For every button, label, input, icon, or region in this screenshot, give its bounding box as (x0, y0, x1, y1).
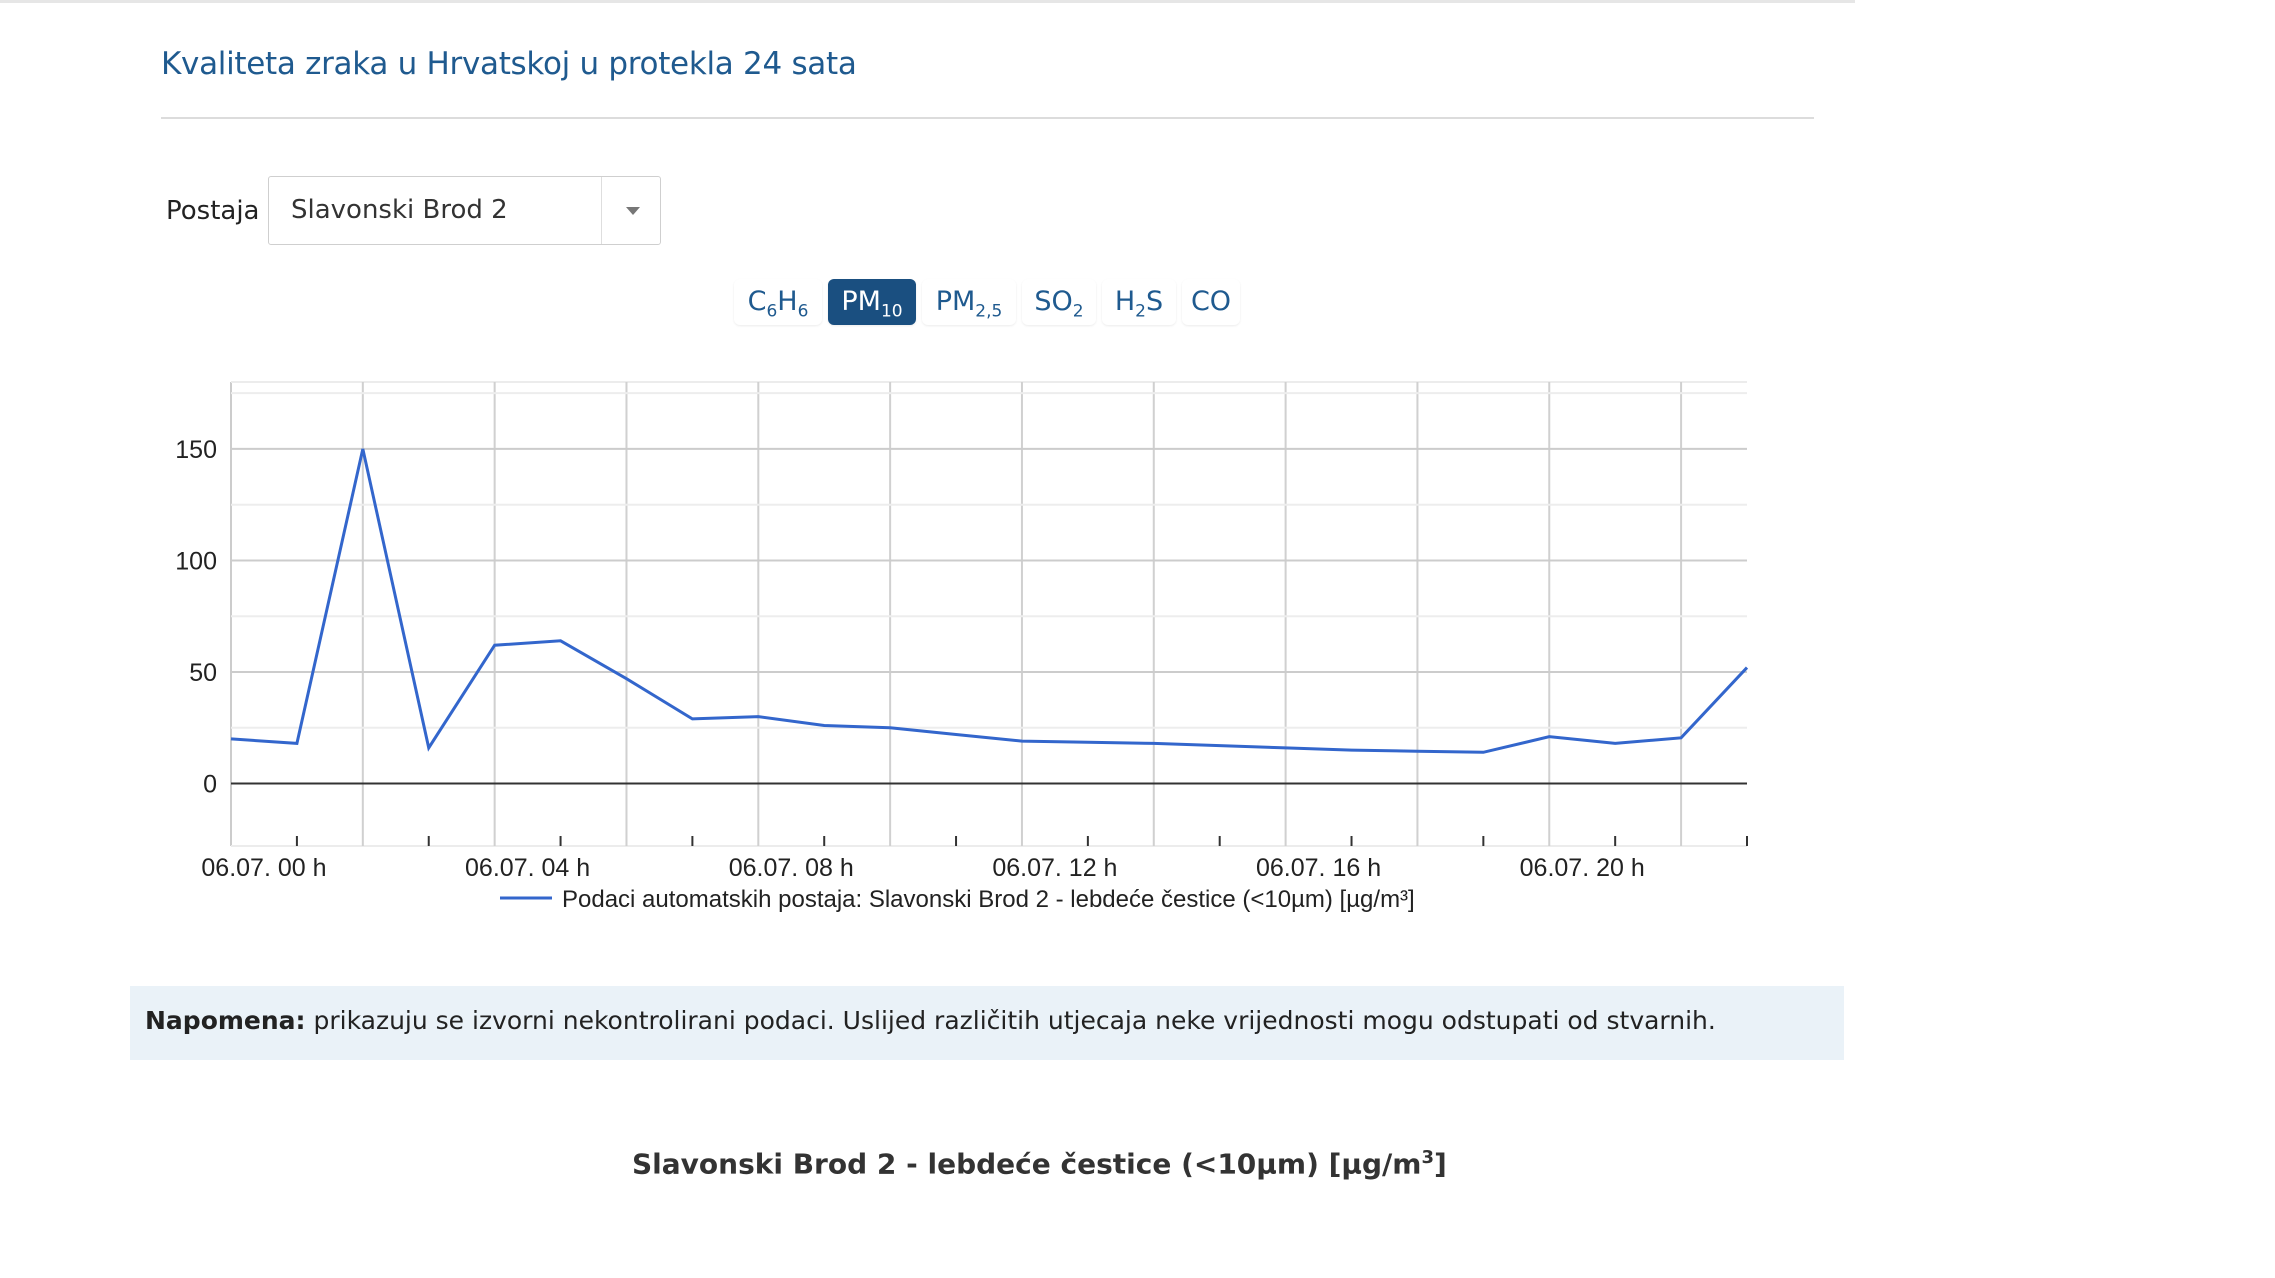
y-tick-label: 0 (203, 771, 217, 799)
chart-axes: 0 50 100 150 06.07. 00 h 06.07. 04 h 06.07. 08… (175, 436, 1748, 882)
x-tick-label: 06.07. 20 h (1520, 854, 1645, 882)
top-divider (0, 0, 1855, 3)
chart-legend: Podaci automatskih postaja: Slavonski Br… (500, 886, 1415, 913)
chevron-down-icon[interactable] (626, 207, 640, 215)
select-divider (601, 177, 602, 244)
title-divider (161, 117, 1814, 119)
x-tick-label: 06.07. 12 h (992, 854, 1117, 882)
x-tick-label: 06.07. 16 h (1256, 854, 1381, 882)
y-tick-label: 100 (175, 547, 217, 575)
tab-h2s[interactable]: H2S (1102, 279, 1176, 325)
pm10-line-chart: 0 50 100 150 06.07. 00 h 06.07. 04 h 06.07. 08… (175, 381, 1749, 913)
y-tick-label: 50 (189, 659, 217, 687)
x-tick-label: 06.07. 04 h (465, 854, 590, 882)
tab-so2[interactable]: SO2 (1022, 279, 1096, 325)
chart-grid (230, 381, 1747, 847)
tab-co[interactable]: CO (1182, 279, 1240, 325)
station-select-value: Slavonski Brod 2 (291, 195, 508, 225)
note-label: Napomena: (145, 1006, 306, 1035)
station-label: Postaja (166, 196, 260, 226)
page-title: Kvaliteta zraka u Hrvatskoj u protekla 2… (161, 46, 857, 82)
series-line-pm10 (230, 448, 1749, 754)
legend-label: Podaci automatskih postaja: Slavonski Br… (562, 886, 1415, 913)
note-body: prikazuju se izvorni nekontrolirani poda… (305, 1006, 1716, 1035)
tab-pm25[interactable]: PM2,5 (922, 279, 1016, 325)
second-chart-title: Slavonski Brod 2 - lebdeće čestice (<10µ… (632, 1147, 1447, 1181)
chart-series (230, 448, 1749, 754)
y-tick-label: 150 (175, 436, 217, 464)
x-tick-label: 06.07. 08 h (729, 854, 854, 882)
tab-pm10[interactable]: PM10 (828, 279, 916, 325)
tab-c6h6[interactable]: C6H6 (734, 279, 822, 325)
note-text: Napomena: prikazuju se izvorni nekontrol… (145, 1006, 1716, 1035)
station-select[interactable]: Slavonski Brod 2 (268, 176, 661, 245)
x-tick-label: 06.07. 00 h (201, 854, 326, 882)
note-box: Napomena: prikazuju se izvorni nekontrol… (130, 986, 1844, 1060)
